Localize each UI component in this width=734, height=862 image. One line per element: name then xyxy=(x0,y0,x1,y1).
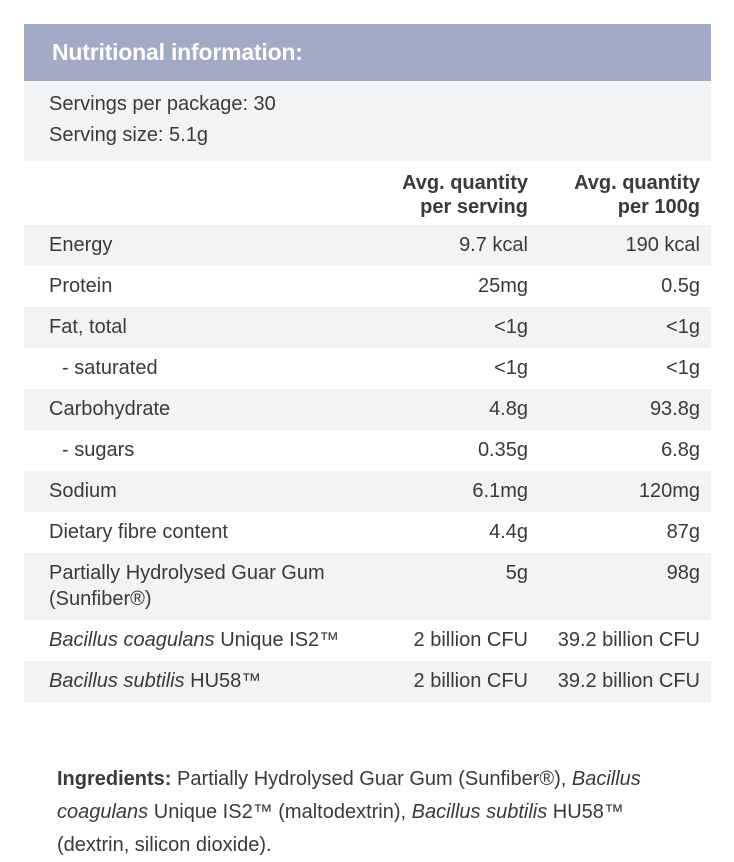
nutrient-name: - saturated xyxy=(24,348,385,389)
species-name: Bacillus subtilis xyxy=(49,670,185,692)
strain-name: Unique IS2™ xyxy=(214,629,340,651)
value-per-100g: 120mg xyxy=(540,471,711,512)
table-row: Carbohydrate 4.8g 93.8g xyxy=(24,389,711,430)
nutrient-name: Partially Hydrolysed Guar Gum (Sunfiber®… xyxy=(24,553,385,620)
value-per-serving: 2 billion CFU xyxy=(385,661,540,702)
nutrition-table: Avg. quantity per serving Avg. quantity … xyxy=(24,161,711,702)
value-per-100g: 93.8g xyxy=(540,389,711,430)
value-per-serving: 4.4g xyxy=(385,512,540,553)
value-per-serving: 6.1mg xyxy=(385,471,540,512)
value-per-serving: 9.7 kcal xyxy=(385,225,540,266)
nutrient-name: Carbohydrate xyxy=(24,389,385,430)
ingredients-section: Ingredients: Partially Hydrolysed Guar G… xyxy=(57,763,697,862)
value-per-100g: 0.5g xyxy=(540,266,711,307)
value-per-serving: 2 billion CFU xyxy=(385,620,540,661)
ingredients-text: Ingredients: Partially Hydrolysed Guar G… xyxy=(57,768,641,856)
value-per-100g: 87g xyxy=(540,512,711,553)
value-per-serving: 4.8g xyxy=(385,389,540,430)
species-name: Bacillus coagulans xyxy=(49,629,215,651)
value-per-100g: 98g xyxy=(540,553,711,620)
column-header-nutrient xyxy=(24,161,385,225)
table-row: - saturated <1g <1g xyxy=(24,348,711,389)
column-header-per-100g: Avg. quantity per 100g xyxy=(540,161,711,225)
servings-info: Servings per package: 30 Serving size: 5… xyxy=(24,81,711,161)
value-per-100g: 39.2 billion CFU xyxy=(540,661,711,702)
nutrient-name: Protein xyxy=(24,266,385,307)
table-row: - sugars 0.35g 6.8g xyxy=(24,430,711,471)
value-per-serving: 5g xyxy=(385,553,540,620)
value-per-serving: 25mg xyxy=(385,266,540,307)
nutrient-name: Energy xyxy=(24,225,385,266)
nutrient-name: Sodium xyxy=(24,471,385,512)
value-per-serving: <1g xyxy=(385,348,540,389)
table-row: Dietary fibre content 4.4g 87g xyxy=(24,512,711,553)
nutrient-name: Dietary fibre content xyxy=(24,512,385,553)
value-per-100g: <1g xyxy=(540,307,711,348)
ingredients-label: Ingredients: xyxy=(57,768,172,790)
column-header-per-serving: Avg. quantity per serving xyxy=(385,161,540,225)
nutrient-name: - sugars xyxy=(24,430,385,471)
nutrition-panel: Nutritional information: Servings per pa… xyxy=(24,24,711,702)
table-row: Fat, total <1g <1g xyxy=(24,307,711,348)
table-row: Sodium 6.1mg 120mg xyxy=(24,471,711,512)
nutrient-name: Fat, total xyxy=(24,307,385,348)
value-per-100g: <1g xyxy=(540,348,711,389)
serving-size: Serving size: 5.1g xyxy=(49,124,208,146)
table-row: Bacillus coagulans Unique IS2™ 2 billion… xyxy=(24,620,711,661)
value-per-serving: 0.35g xyxy=(385,430,540,471)
table-row: Energy 9.7 kcal 190 kcal xyxy=(24,225,711,266)
nutrient-name: Bacillus coagulans Unique IS2™ xyxy=(24,620,385,661)
nutrition-title: Nutritional information: xyxy=(52,39,303,65)
nutrient-name: Bacillus subtilis HU58™ xyxy=(24,661,385,702)
table-header-row: Avg. quantity per serving Avg. quantity … xyxy=(24,161,711,225)
value-per-100g: 190 kcal xyxy=(540,225,711,266)
table-row: Partially Hydrolysed Guar Gum (Sunfiber®… xyxy=(24,553,711,620)
table-row: Bacillus subtilis HU58™ 2 billion CFU 39… xyxy=(24,661,711,702)
value-per-100g: 39.2 billion CFU xyxy=(540,620,711,661)
table-row: Protein 25mg 0.5g xyxy=(24,266,711,307)
nutrition-header: Nutritional information: xyxy=(24,24,711,81)
servings-per-package: Servings per package: 30 xyxy=(49,93,276,115)
value-per-serving: <1g xyxy=(385,307,540,348)
strain-name: HU58™ xyxy=(184,670,262,692)
value-per-100g: 6.8g xyxy=(540,430,711,471)
